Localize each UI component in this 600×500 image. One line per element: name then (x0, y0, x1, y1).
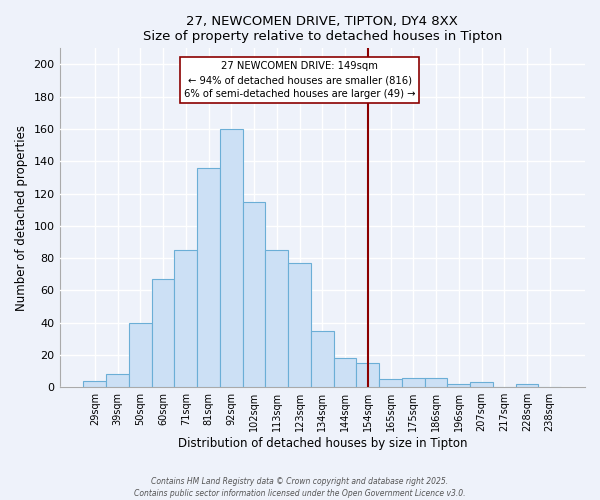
Bar (379, 379, 402, 387)
Bar (106, 374, 129, 387)
Text: Contains HM Land Registry data © Crown copyright and database right 2025.
Contai: Contains HM Land Registry data © Crown c… (134, 476, 466, 498)
Bar (311, 330, 334, 387)
X-axis label: Distribution of detached houses by size in Tipton: Distribution of detached houses by size … (178, 437, 467, 450)
Bar (402, 378, 425, 387)
Bar (288, 263, 311, 387)
Title: 27, NEWCOMEN DRIVE, TIPTON, DY4 8XX
Size of property relative to detached houses: 27, NEWCOMEN DRIVE, TIPTON, DY4 8XX Size… (143, 15, 502, 43)
Bar (242, 202, 265, 387)
Bar (197, 168, 220, 387)
Y-axis label: Number of detached properties: Number of detached properties (15, 125, 28, 311)
Bar (515, 384, 538, 387)
Text: 27 NEWCOMEN DRIVE: 149sqm
← 94% of detached houses are smaller (816)
6% of semi-: 27 NEWCOMEN DRIVE: 149sqm ← 94% of detac… (184, 61, 415, 99)
Bar (334, 358, 356, 387)
Bar (220, 129, 242, 387)
Bar (83, 381, 106, 387)
Bar (470, 382, 493, 387)
Bar (152, 279, 175, 387)
Bar (265, 250, 288, 387)
Bar (175, 250, 197, 387)
Bar (448, 384, 470, 387)
Bar (425, 378, 448, 387)
Bar (356, 363, 379, 387)
Bar (129, 322, 152, 387)
